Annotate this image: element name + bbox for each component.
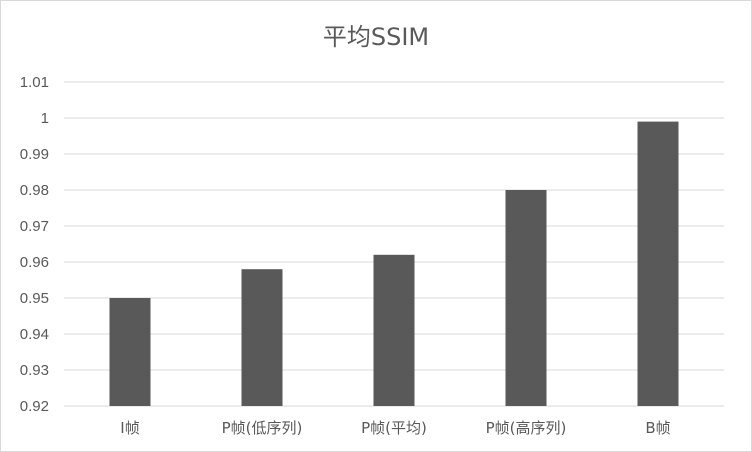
x-category-label: B帧 [645, 419, 670, 437]
x-category-label: P帧(平均) [361, 419, 427, 437]
chart-title: 平均SSIM [322, 23, 430, 51]
y-tick-label: 0.98 [20, 182, 49, 199]
x-category-label: P帧(高序列) [486, 419, 567, 437]
x-category-label: I帧 [120, 419, 139, 437]
y-tick-label: 0.99 [20, 146, 49, 163]
bar [241, 269, 283, 406]
x-axis-category-labels: I帧 P帧(低序列) P帧(平均) P帧(高序列) B帧 [120, 419, 670, 437]
bars [109, 121, 679, 406]
y-tick-label: 0.92 [20, 398, 49, 415]
y-tick-label: 0.97 [20, 218, 49, 235]
y-tick-label: 0.96 [20, 254, 49, 271]
y-tick-label: 0.95 [20, 290, 49, 307]
y-tick-label: 0.94 [20, 326, 49, 343]
bar [505, 190, 547, 406]
bar [637, 121, 679, 406]
x-category-label: P帧(低序列) [222, 419, 303, 437]
y-tick-label: 0.93 [20, 362, 49, 379]
bar [109, 298, 151, 406]
y-axis-tick-labels: 0.92 0.93 0.94 0.95 0.96 0.97 0.98 0.99 1 1.01 [20, 74, 49, 415]
bar [373, 254, 415, 406]
y-tick-label: 1 [41, 110, 49, 127]
y-tick-label: 1.01 [20, 74, 49, 91]
